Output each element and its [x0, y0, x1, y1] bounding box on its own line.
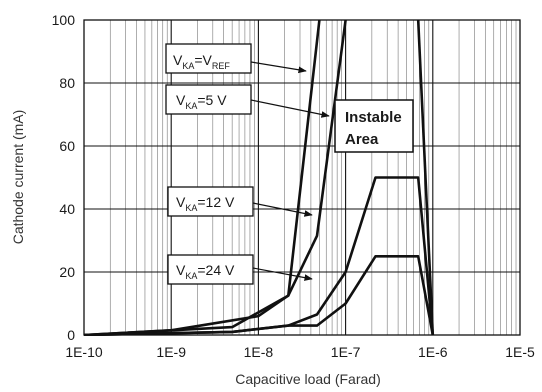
y-axis-title: Cathode current (mA) — [10, 110, 26, 245]
series-line-v5 — [84, 19, 347, 336]
instable-area-label: Instable Area — [334, 99, 414, 153]
y-tick-label: 0 — [67, 327, 75, 343]
x-tick-label: 1E-9 — [156, 344, 186, 360]
svg-text:VKA=5 V: VKA=5 V — [176, 92, 227, 111]
series-line-v24 — [84, 255, 435, 336]
x-axis-title: Capacitive load (Farad) — [235, 371, 381, 387]
y-tick-label: 60 — [59, 138, 75, 154]
label-vref: VKA=VREF — [165, 43, 252, 74]
label-v24: VKA=24 V — [167, 254, 254, 285]
arrow-layer — [250, 61, 330, 281]
y-tick-label: 80 — [59, 75, 75, 91]
svg-text:VKA=VREF: VKA=VREF — [173, 52, 230, 71]
plot-frame — [83, 19, 521, 336]
arrow-v5 — [250, 99, 330, 118]
svg-text:VKA=24 V: VKA=24 V — [176, 262, 235, 281]
arrow-v24 — [252, 267, 313, 281]
y-tick-label: 40 — [59, 201, 75, 217]
arrow-vref — [250, 61, 307, 74]
svg-text:Instable: Instable — [345, 109, 402, 126]
series-layer — [84, 19, 435, 336]
x-tick-labels: 1E-10 1E-9 1E-8 1E-7 1E-6 1E-5 — [65, 344, 535, 360]
label-v5: VKA=5 V — [165, 84, 252, 115]
y-tick-label: 100 — [52, 12, 76, 28]
svg-text:Area: Area — [345, 131, 379, 148]
label-v12: VKA=12 V — [167, 186, 254, 217]
y-tick-labels: 0 20 40 60 80 100 — [52, 12, 76, 343]
x-tick-label: 1E-8 — [244, 344, 274, 360]
svg-text:VKA=12 V: VKA=12 V — [176, 194, 235, 213]
x-tick-label: 1E-6 — [418, 344, 448, 360]
x-tick-label: 1E-10 — [65, 344, 103, 360]
x-tick-label: 1E-7 — [331, 344, 361, 360]
x-tick-label: 1E-5 — [505, 344, 535, 360]
arrow-v12 — [252, 202, 313, 217]
y-tick-label: 20 — [59, 264, 75, 280]
instable-area-boundary — [416, 19, 435, 336]
